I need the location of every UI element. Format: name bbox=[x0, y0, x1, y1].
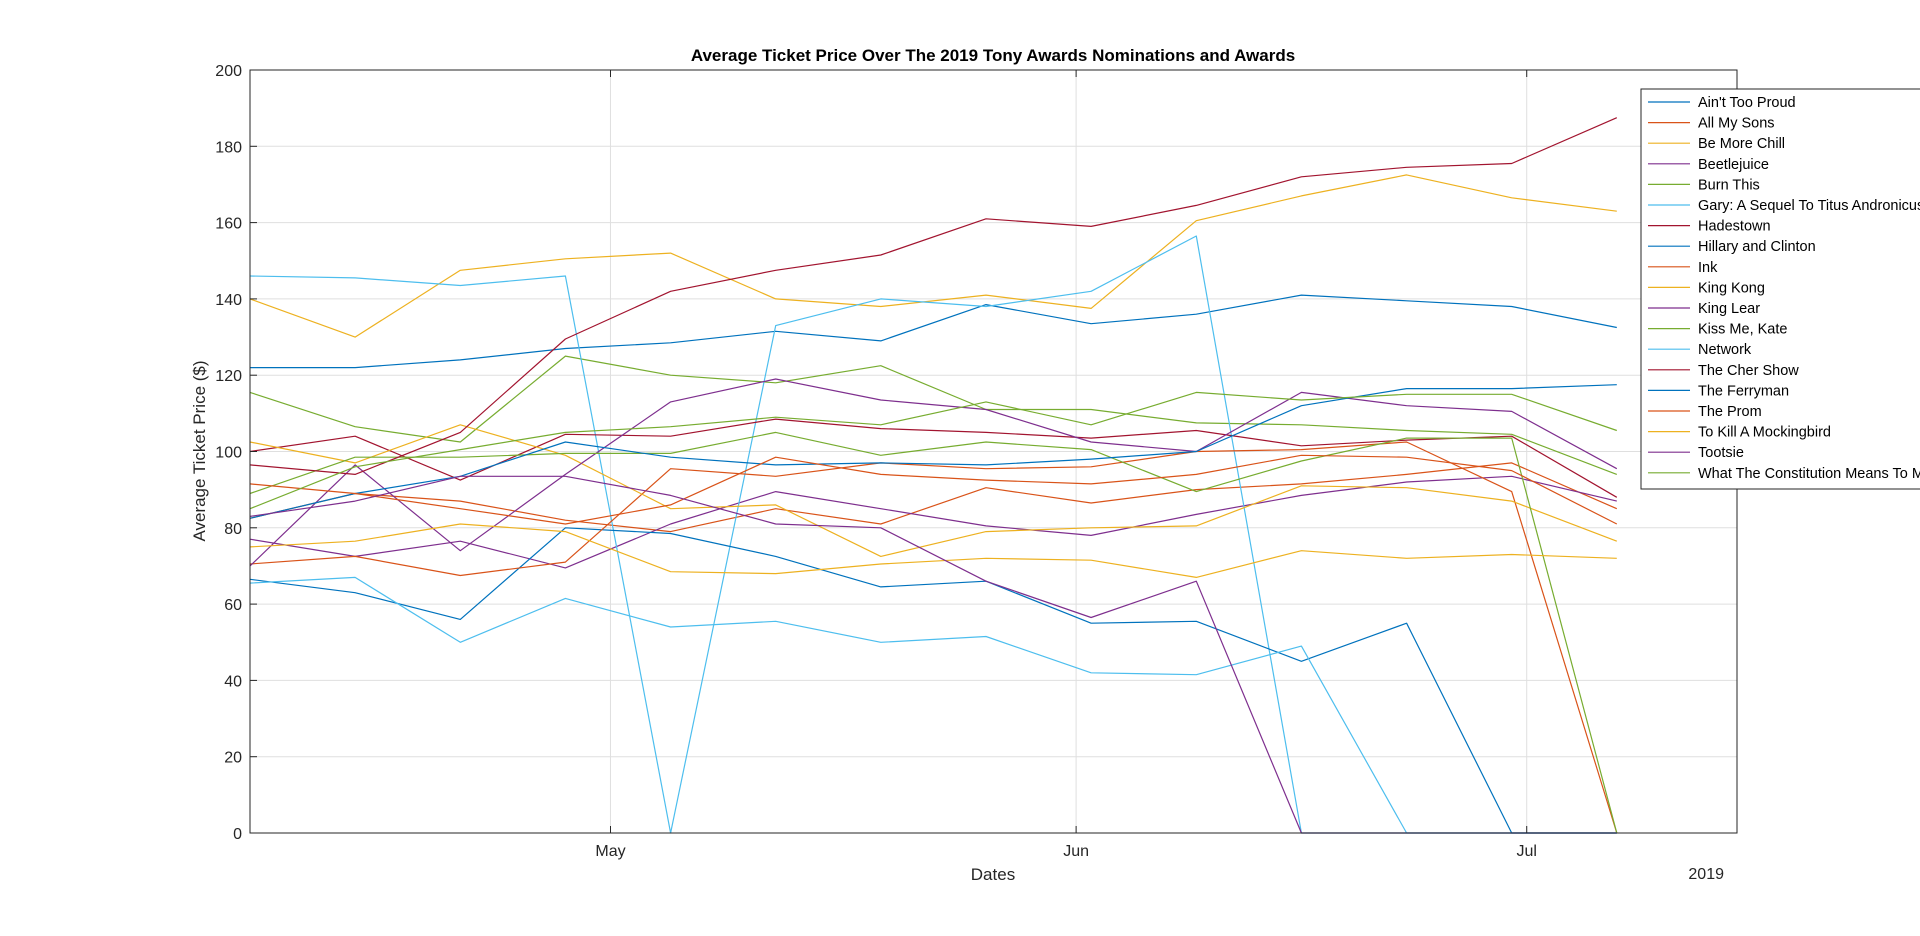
legend-label: Ain't Too Proud bbox=[1698, 95, 1796, 111]
legend-label: Burn This bbox=[1698, 177, 1760, 193]
series-line-13 bbox=[249, 117, 1618, 475]
grid bbox=[250, 70, 1737, 833]
series-line-16 bbox=[249, 523, 1617, 579]
y-tick-label: 160 bbox=[215, 216, 242, 233]
legend: Ain't Too Proud All My Sons Be More Chill B… bbox=[1640, 88, 1920, 490]
series-line-11 bbox=[249, 431, 1618, 834]
series-line-14 bbox=[249, 384, 1617, 519]
y-axis-title: Average Ticket Price ($) bbox=[190, 360, 209, 541]
legend-label: Be More Chill bbox=[1698, 136, 1785, 152]
legend-label: Hadestown bbox=[1698, 219, 1771, 235]
legend-label: Ink bbox=[1698, 260, 1718, 276]
legend-label: The Ferryman bbox=[1698, 383, 1789, 399]
series-line-3 bbox=[249, 475, 1617, 569]
series-line-2 bbox=[249, 174, 1617, 338]
legend-label: Gary: A Sequel To Titus Andronicus bbox=[1698, 198, 1920, 214]
chart-title: Average Ticket Price Over The 2019 Tony … bbox=[691, 46, 1295, 65]
legend-label: To Kill A Mockingbird bbox=[1698, 425, 1831, 441]
legend-label: Beetlejuice bbox=[1698, 157, 1769, 173]
legend-label: Hillary and Clinton bbox=[1698, 239, 1816, 255]
y-tick-label: 60 bbox=[224, 597, 242, 614]
series-line-1 bbox=[249, 462, 1618, 533]
y-tick-label: 20 bbox=[224, 750, 242, 767]
legend-label: Tootsie bbox=[1698, 445, 1744, 461]
legend-label: Kiss Me, Kate bbox=[1698, 322, 1787, 338]
series-line-8 bbox=[249, 441, 1618, 834]
legend-label: All My Sons bbox=[1698, 116, 1775, 132]
y-tick-label: 200 bbox=[215, 63, 242, 80]
x-year-label: 2019 bbox=[1688, 866, 1724, 883]
x-axis-title: Dates bbox=[971, 865, 1015, 884]
series-layer bbox=[249, 117, 1618, 834]
y-tick-label: 140 bbox=[215, 292, 242, 309]
series-line-0 bbox=[250, 294, 1617, 369]
series-line-15 bbox=[249, 454, 1618, 525]
x-tick-label: May bbox=[595, 843, 625, 860]
y-tick-label: 80 bbox=[224, 521, 242, 538]
legend-label: King Kong bbox=[1698, 280, 1765, 296]
series-line-6 bbox=[249, 418, 1618, 498]
y-tick-label: 100 bbox=[215, 445, 242, 462]
y-tick-label: 120 bbox=[215, 368, 242, 385]
x-axis: May Jun Jul bbox=[595, 70, 1537, 860]
x-tick-label: Jun bbox=[1063, 843, 1089, 860]
y-tick-label: 180 bbox=[215, 139, 242, 156]
y-axis: 0 20 40 60 80 100 120 140 160 180 200 bbox=[215, 63, 257, 843]
x-tick-label: Jul bbox=[1516, 843, 1536, 860]
series-line-10 bbox=[249, 378, 1618, 567]
series-line-9 bbox=[249, 424, 1618, 558]
series-line-7 bbox=[249, 527, 1617, 834]
legend-label: The Cher Show bbox=[1698, 363, 1799, 379]
legend-label: Network bbox=[1698, 342, 1752, 358]
y-tick-label: 0 bbox=[233, 826, 242, 843]
series-line-4 bbox=[249, 355, 1618, 475]
series-line-18 bbox=[249, 391, 1617, 510]
legend-label: The Prom bbox=[1698, 404, 1762, 420]
legend-label: What The Constitution Means To Me bbox=[1698, 466, 1920, 482]
legend-box bbox=[1640, 88, 1920, 490]
y-tick-label: 40 bbox=[224, 673, 242, 690]
legend-label: King Lear bbox=[1698, 301, 1760, 317]
series-line-12 bbox=[249, 576, 1617, 834]
